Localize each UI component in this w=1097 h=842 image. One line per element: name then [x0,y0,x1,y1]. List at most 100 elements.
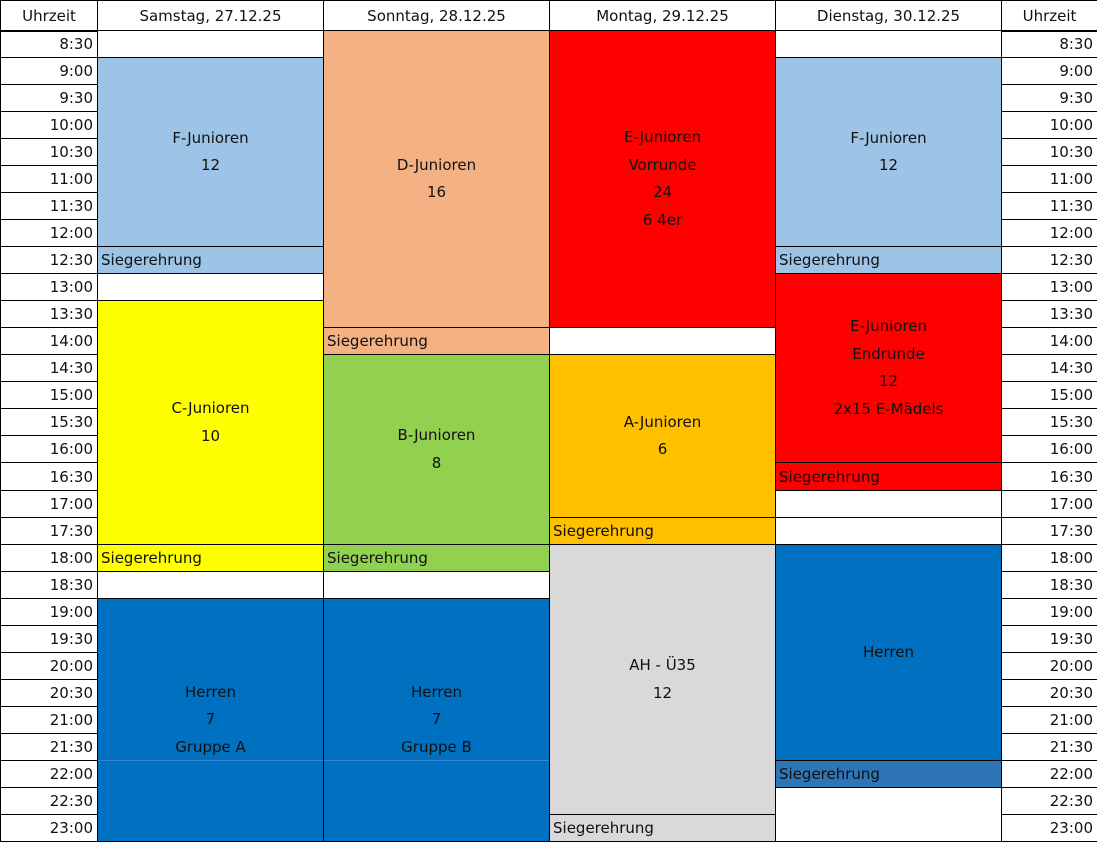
time-cell-left: 21:30 [0,733,98,761]
event-line: Herren [185,682,236,701]
time-cell-left: 18:00 [0,544,98,572]
empty-slot[interactable] [549,327,776,355]
time-cell-left: 12:30 [0,246,98,274]
award-label: Siegerehrung [553,819,654,837]
time-cell-right: 16:30 [1001,462,1097,491]
time-cell-left: 19:30 [0,625,98,653]
empty-slot[interactable] [97,30,324,58]
event-line: C-Junioren [171,399,250,417]
time-cell-right: 22:30 [1001,787,1097,815]
time-cell-left: 8:30 [0,30,98,58]
award-label: Siegerehrung [779,251,880,269]
time-cell-left: 13:30 [0,300,98,328]
event-block[interactable]: D-Junioren 16 [323,30,550,328]
time-cell-right: 18:00 [1001,544,1097,572]
event-line: F-Junioren [850,128,927,147]
event-line: 12 [652,683,673,702]
event-block[interactable]: E-Junioren Endrunde 12 2x15 E-Mädels [775,273,1002,463]
award-ceremony-slot[interactable]: Siegerehrung [97,246,324,274]
time-cell-left: 20:30 [0,679,98,707]
time-cell-right: 10:30 [1001,138,1097,166]
time-cell-right: 23:00 [1001,814,1097,842]
time-cell-left: 15:00 [0,381,98,409]
time-cell-right: 18:30 [1001,571,1097,599]
time-cell-left: 12:00 [0,219,98,247]
time-cell-left: 21:00 [0,706,98,734]
empty-slot[interactable] [775,30,1002,58]
event-line: F-Junioren [172,128,249,147]
event-line: 6 4er [642,210,683,229]
event-block[interactable]: F-Junioren 12 [97,57,324,247]
award-ceremony-slot[interactable]: Siegerehrung [775,462,1002,491]
event-block[interactable]: F-Junioren 12 [775,57,1002,247]
event-line: 7 [205,710,216,729]
time-cell-right: 17:00 [1001,490,1097,518]
award-ceremony-slot[interactable]: Siegerehrung [549,814,776,842]
time-cell-right: 21:00 [1001,706,1097,734]
event-block[interactable]: Herren [775,544,1002,761]
time-cell-right: 15:30 [1001,408,1097,436]
event-line: 6 [657,440,668,458]
time-cell-right: 11:30 [1001,192,1097,220]
empty-slot[interactable] [97,571,324,599]
award-label: Siegerehrung [101,549,202,567]
header-day: Montag, 29.12.25 [549,0,776,32]
header-time-right: Uhrzeit [1001,0,1097,32]
time-cell-left: 9:00 [0,57,98,85]
empty-slot[interactable] [775,490,1002,518]
event-line: 16 [426,183,447,201]
time-cell-left: 11:30 [0,192,98,220]
time-cell-right: 17:30 [1001,517,1097,545]
event-line: E-Junioren [623,128,702,146]
row-divider [324,760,549,761]
header-time-left: Uhrzeit [0,0,98,32]
award-ceremony-slot[interactable]: Siegerehrung [775,760,1002,788]
award-ceremony-slot[interactable]: Siegerehrung [97,544,324,572]
time-cell-right: 20:30 [1001,679,1097,707]
event-line: 8 [431,453,442,472]
time-cell-right: 9:00 [1001,57,1097,85]
row-divider [98,760,323,761]
award-label: Siegerehrung [327,549,428,567]
award-label: Siegerehrung [327,332,428,350]
time-cell-right: 20:00 [1001,652,1097,680]
event-line: Herren [411,682,462,701]
event-line: 12 [200,156,221,174]
empty-slot[interactable] [775,517,1002,545]
time-cell-right: 12:00 [1001,219,1097,247]
time-cell-left: 14:30 [0,354,98,382]
header-day: Dienstag, 30.12.25 [775,0,1002,32]
time-cell-left: 16:30 [0,462,98,491]
time-cell-left: 13:00 [0,273,98,301]
time-cell-right: 13:30 [1001,300,1097,328]
event-block[interactable]: Herren 7 Gruppe A [97,598,324,842]
award-label: Siegerehrung [779,467,880,486]
award-ceremony-slot[interactable]: Siegerehrung [323,544,550,572]
award-ceremony-slot[interactable]: Siegerehrung [323,327,550,355]
time-cell-right: 13:00 [1001,273,1097,301]
event-line: D-Junioren [396,155,477,174]
empty-slot[interactable] [97,273,324,301]
award-ceremony-slot[interactable]: Siegerehrung [549,517,776,545]
event-block[interactable]: Herren 7 Gruppe B [323,598,550,842]
award-ceremony-slot[interactable]: Siegerehrung [775,246,1002,274]
header-day: Sonntag, 28.12.25 [323,0,550,32]
award-label: Siegerehrung [779,765,880,783]
event-block[interactable]: C-Junioren 10 [97,300,324,545]
award-label: Siegerehrung [553,522,654,540]
time-cell-right: 15:00 [1001,381,1097,409]
time-cell-right: 21:30 [1001,733,1097,761]
event-block[interactable]: E-Junioren Vorrunde 24 6 4er [549,30,776,328]
event-line: B-Junioren [397,426,476,444]
event-block[interactable]: AH - Ü35 12 [549,544,776,815]
event-line: 7 [431,710,442,729]
event-block[interactable]: A-Junioren 6 [549,354,776,518]
time-cell-right: 14:30 [1001,354,1097,382]
time-cell-right: 16:00 [1001,435,1097,463]
event-line: Endrunde [852,344,925,363]
time-cell-left: 20:00 [0,652,98,680]
event-line: Gruppe A [175,737,246,756]
empty-slot[interactable] [775,787,1002,842]
event-block[interactable]: B-Junioren 8 [323,354,550,545]
empty-slot[interactable] [323,571,550,599]
